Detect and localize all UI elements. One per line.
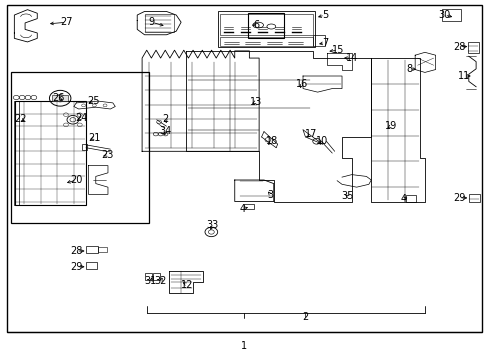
Text: 27: 27 [60,17,73,27]
Text: 13: 13 [249,97,262,107]
Bar [244,204,254,210]
Bar [81,144,86,150]
Text: 30: 30 [437,10,449,20]
Text: 2: 2 [302,312,308,322]
Text: 25: 25 [87,96,100,106]
Text: 28: 28 [70,246,82,256]
Text: 28: 28 [452,42,464,51]
Bar [11,72,149,223]
Text: 34: 34 [159,126,171,136]
Bar [144,14,173,32]
Bar [217,12,315,47]
Bar [86,246,98,253]
Text: 9: 9 [148,17,155,27]
Text: 16: 16 [295,79,307,89]
Text: 3: 3 [267,190,273,200]
Text: 21: 21 [88,133,101,143]
Bar [98,247,107,252]
Text: 24: 24 [75,113,87,123]
Text: 5: 5 [321,10,327,20]
Bar [312,36,325,45]
Text: 15: 15 [331,45,344,55]
Bar [468,194,479,202]
Text: 31: 31 [144,276,157,286]
Text: 26: 26 [52,93,64,103]
Bar [220,14,312,35]
Bar [467,42,478,53]
Bar [220,37,312,45]
Text: 35: 35 [341,192,353,202]
Bar [441,9,461,22]
Text: 10: 10 [316,136,328,146]
Text: 23: 23 [101,150,113,160]
Text: 1: 1 [241,341,247,351]
Text: 4: 4 [240,204,245,214]
Text: 4: 4 [400,194,406,204]
Text: 33: 33 [206,220,218,230]
Bar [15,101,86,205]
Text: 22: 22 [14,114,26,124]
Bar [153,273,160,280]
Text: 7: 7 [321,38,327,48]
Bar [14,101,19,205]
Text: 14: 14 [345,53,357,63]
Text: 29: 29 [70,262,82,272]
Bar [145,273,152,280]
Bar [52,95,68,101]
Text: 12: 12 [181,280,193,290]
Bar [86,262,97,269]
Bar [406,195,415,202]
Text: 19: 19 [384,121,396,131]
Text: 32: 32 [154,276,166,286]
Text: 8: 8 [406,64,411,74]
Text: 18: 18 [265,136,277,146]
Text: 29: 29 [452,193,464,203]
Text: 11: 11 [457,71,469,81]
Text: 20: 20 [70,175,82,185]
Text: 2: 2 [162,114,168,124]
Text: 6: 6 [253,20,259,30]
Bar [248,13,284,39]
Text: 17: 17 [304,129,316,139]
